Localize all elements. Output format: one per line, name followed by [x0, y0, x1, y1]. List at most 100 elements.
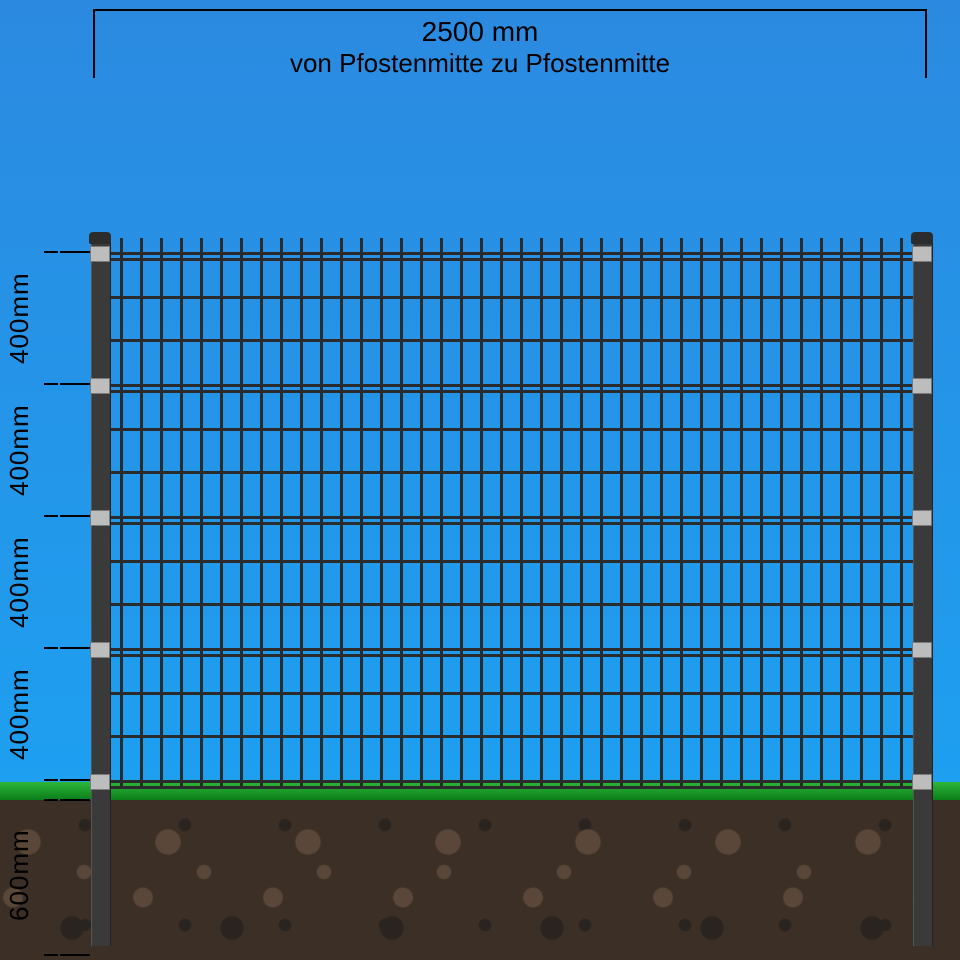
dimension-label-vertical: 600mm	[4, 800, 35, 950]
fence-vertical-bar	[580, 252, 583, 786]
fence-panel	[100, 252, 922, 786]
fence-spike	[480, 238, 483, 252]
top-dimension: 2500 mm von Pfostenmitte zu Pfostenmitte	[0, 16, 960, 79]
fence-vertical-bar	[380, 252, 383, 786]
fence-spike	[600, 238, 603, 252]
soil-cross-section	[0, 800, 960, 960]
dimension-tick	[44, 799, 58, 801]
fence-spike	[140, 238, 143, 252]
fence-vertical-bar	[400, 252, 403, 786]
fence-horizontal-bar	[100, 339, 922, 342]
top-dimension-subtitle: von Pfostenmitte zu Pfostenmitte	[0, 48, 960, 79]
top-dimension-value: 2500 mm	[0, 16, 960, 48]
fence-horizontal-bar	[100, 560, 922, 563]
fence-spike	[740, 238, 743, 252]
fence-spike	[840, 238, 843, 252]
dimension-label-vertical: 400mm	[4, 252, 35, 384]
fence-vertical-bar	[640, 252, 643, 786]
fence-vertical-bar	[820, 252, 823, 786]
fence-vertical-bar	[560, 252, 563, 786]
fence-vertical-bar	[700, 252, 703, 786]
fence-horizontal-rail	[100, 780, 922, 783]
fence-spike	[700, 238, 703, 252]
dimension-label-vertical: 400mm	[4, 648, 35, 780]
post-left	[91, 240, 111, 946]
fence-vertical-bar	[460, 252, 463, 786]
dimension-tick	[76, 515, 90, 517]
fence-vertical-bar	[740, 252, 743, 786]
post-clip	[912, 774, 932, 790]
fence-vertical-bar	[620, 252, 623, 786]
fence-spike	[640, 238, 643, 252]
dimension-tick	[44, 515, 58, 517]
fence-spike	[780, 238, 783, 252]
fence-spike	[760, 238, 763, 252]
fence-horizontal-bar	[100, 428, 922, 431]
dimension-tick	[76, 383, 90, 385]
fence-spike	[820, 238, 823, 252]
post-clip	[912, 510, 932, 526]
fence-spike	[200, 238, 203, 252]
post-clip	[912, 642, 932, 658]
fence-spike	[160, 238, 163, 252]
fence-vertical-bar	[600, 252, 603, 786]
fence-spike	[680, 238, 683, 252]
fence-spike	[460, 238, 463, 252]
fence-spike	[720, 238, 723, 252]
fence-vertical-bar	[200, 252, 203, 786]
fence-vertical-bar	[900, 252, 903, 786]
post-clip	[90, 642, 110, 658]
fence-vertical-bar	[120, 252, 123, 786]
fence-vertical-bar	[520, 252, 523, 786]
post-right	[913, 240, 933, 946]
fence-vertical-bar	[540, 252, 543, 786]
fence-vertical-bar	[300, 252, 303, 786]
dimension-tick	[44, 954, 58, 956]
fence-spike	[360, 238, 363, 252]
fence-horizontal-bar	[100, 692, 922, 695]
fence-vertical-bar	[240, 252, 243, 786]
fence-vertical-bar	[660, 252, 663, 786]
fence-spike	[120, 238, 123, 252]
fence-horizontal-bar	[100, 471, 922, 474]
fence-spike	[880, 238, 883, 252]
fence-horizontal-bar	[100, 603, 922, 606]
fence-horizontal-bar	[100, 296, 922, 299]
fence-vertical-bar	[780, 252, 783, 786]
fence-vertical-bar	[860, 252, 863, 786]
fence-vertical-bar	[340, 252, 343, 786]
fence-spike	[580, 238, 583, 252]
fence-vertical-bar	[140, 252, 143, 786]
fence-diagram: 2500 mm von Pfostenmitte zu Pfostenmitte…	[0, 0, 960, 960]
fence-vertical-bar	[500, 252, 503, 786]
fence-vertical-bar	[760, 252, 763, 786]
fence-vertical-bar	[320, 252, 323, 786]
fence-spike	[520, 238, 523, 252]
dimension-tick	[76, 251, 90, 253]
dimension-tick	[76, 647, 90, 649]
dimension-tick	[44, 251, 58, 253]
fence-spike	[900, 238, 903, 252]
fence-spike	[400, 238, 403, 252]
fence-spike	[660, 238, 663, 252]
dimension-tick	[76, 779, 90, 781]
post-clip	[90, 510, 110, 526]
dimension-label-vertical: 400mm	[4, 516, 35, 648]
fence-spike	[620, 238, 623, 252]
fence-vertical-bar	[360, 252, 363, 786]
fence-vertical-bar	[180, 252, 183, 786]
fence-spike	[320, 238, 323, 252]
fence-spike	[300, 238, 303, 252]
dimension-label-vertical: 400mm	[4, 384, 35, 516]
post-left-cap	[89, 232, 111, 244]
fence-spike	[180, 238, 183, 252]
fence-spike	[440, 238, 443, 252]
fence-spike	[500, 238, 503, 252]
dimension-tick	[44, 383, 58, 385]
fence-vertical-bar	[220, 252, 223, 786]
fence-spike	[240, 238, 243, 252]
post-clip	[912, 246, 932, 262]
fence-spike	[380, 238, 383, 252]
post-clip	[90, 246, 110, 262]
fence-horizontal-rail	[100, 384, 922, 387]
